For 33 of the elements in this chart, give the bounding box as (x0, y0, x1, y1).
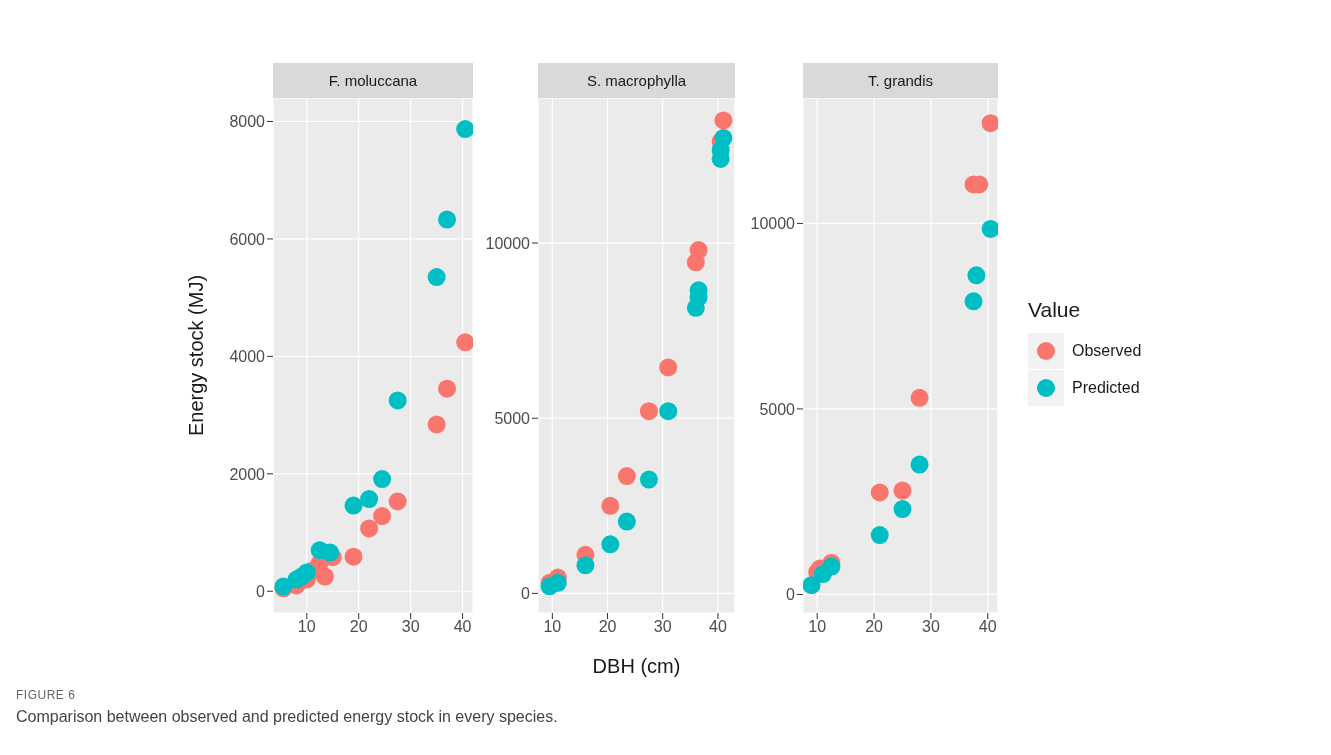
x-tick-label: 20 (349, 618, 368, 636)
legend-label: Observed (1072, 341, 1142, 360)
y-axis-title: Energy stock (MJ) (185, 274, 208, 437)
y-tick-label: 8000 (229, 113, 266, 131)
x-axis-title: DBH (cm) (592, 655, 681, 677)
text: Comparison between observed and predicted energy stock in every species. (16, 708, 558, 726)
y-tick-label: 5000 (759, 400, 796, 418)
x-tick-label: 10 (297, 618, 316, 636)
chart-title: S. macrophylla (538, 63, 735, 98)
y-tick-label: 10000 (485, 234, 531, 252)
y-tick-label: 0 (786, 586, 796, 604)
chart-title: F. moluccana (273, 63, 473, 98)
x-tick-label: 10 (808, 618, 827, 636)
legend-label: Predicted (1072, 378, 1140, 397)
y-tick-label: 5000 (494, 409, 531, 427)
x-tick-label: 30 (401, 618, 420, 636)
chart-title: T. grandis (803, 63, 998, 98)
x-tick-label: 20 (865, 618, 884, 636)
legend-title: Value (1028, 298, 1082, 322)
x-tick-label: 30 (922, 618, 940, 636)
x-tick-label: 40 (978, 618, 997, 636)
caption: FIGURE 6 (16, 688, 77, 702)
x-tick-label: 40 (453, 618, 472, 636)
x-tick-label: 20 (598, 618, 617, 636)
y-tick-label: 0 (256, 582, 266, 600)
y-tick-label: 2000 (229, 465, 266, 483)
y-tick-label: 0 (521, 585, 531, 603)
y-tick-label: 10000 (750, 215, 796, 233)
x-tick-label: 30 (653, 618, 672, 636)
x-tick-label: 40 (709, 618, 727, 636)
x-tick-label: 10 (543, 618, 562, 636)
y-tick-label: 4000 (229, 348, 266, 366)
y-tick-label: 6000 (229, 230, 266, 248)
